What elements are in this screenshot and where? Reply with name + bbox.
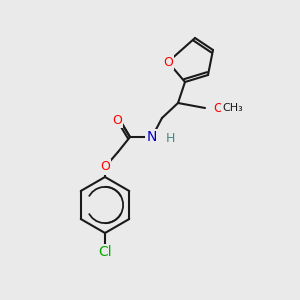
Text: Cl: Cl — [98, 245, 112, 259]
Text: N: N — [147, 130, 157, 144]
Text: CH₃: CH₃ — [222, 103, 243, 113]
Text: O: O — [100, 160, 110, 173]
Text: O: O — [213, 101, 223, 115]
Text: H: H — [166, 133, 175, 146]
Text: O: O — [163, 56, 173, 68]
Text: O: O — [112, 113, 122, 127]
